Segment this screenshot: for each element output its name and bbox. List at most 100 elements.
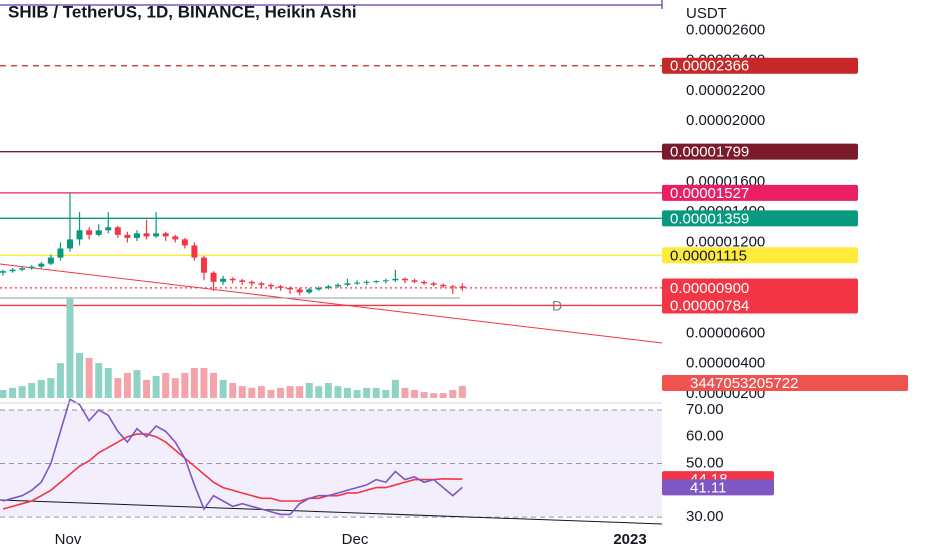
price-tag	[662, 297, 858, 314]
volume-bar	[344, 387, 352, 398]
volume-bar	[181, 372, 189, 398]
volume-bar	[449, 389, 457, 398]
candle-body	[114, 227, 121, 235]
rsi-line	[2, 398, 463, 516]
trendline	[0, 263, 663, 344]
candle-body	[220, 278, 227, 282]
candle-body	[133, 233, 140, 238]
volume-bar	[66, 297, 74, 398]
candle-body	[38, 263, 45, 267]
volume-bar	[47, 378, 55, 398]
volume-bar	[85, 357, 93, 398]
price-tag-label: 0.00001799	[670, 144, 749, 161]
volume-bar	[18, 386, 26, 398]
candle-body	[258, 283, 265, 285]
candle-body	[248, 281, 255, 284]
y-tick-label: 0.00002600	[686, 21, 765, 38]
price-tag-label: 0.00001115	[670, 247, 747, 264]
volume-bar	[200, 368, 208, 398]
candle-body	[296, 289, 303, 293]
volume-bar	[190, 368, 198, 398]
volume-bar	[162, 372, 170, 398]
volume-bar	[411, 389, 419, 398]
candle-body	[325, 286, 332, 288]
price-tag	[662, 210, 858, 227]
currency-label: USDT	[686, 5, 727, 22]
y-tick-label: 0.00002000	[686, 112, 765, 129]
candle-body	[162, 233, 169, 237]
volume-bar	[324, 383, 332, 398]
volume-bar	[353, 389, 361, 398]
price-tag-label: 0.00001527	[670, 185, 749, 202]
volume-bar	[439, 393, 447, 398]
candle-body	[181, 239, 188, 246]
candle-body	[277, 286, 284, 288]
candle-body	[200, 257, 207, 273]
candle-body	[191, 245, 198, 258]
volume-bar	[401, 387, 409, 398]
volume-bar	[257, 386, 265, 398]
candle-body	[19, 268, 26, 270]
volume-bar	[152, 376, 160, 398]
volume-bar	[430, 393, 438, 398]
x-tick-label: 2023	[613, 531, 646, 548]
volume-bar	[315, 386, 323, 398]
candle-body	[363, 281, 370, 283]
candle-body	[421, 281, 428, 284]
volume-bar	[277, 387, 285, 398]
volume-bar	[458, 385, 466, 398]
chart-pane: D	[0, 65, 663, 525]
volume-bar	[363, 387, 371, 398]
volume-bar	[104, 368, 112, 398]
volume-bar	[171, 378, 179, 398]
volume-bar	[248, 387, 256, 398]
candle-body	[287, 287, 294, 290]
candle-body	[440, 284, 447, 287]
volume-bar	[133, 370, 141, 398]
candle-body	[86, 230, 93, 235]
candle-body	[95, 230, 102, 235]
volume-bar	[219, 379, 227, 398]
candle-body	[9, 269, 16, 272]
chart-title: SHIB / TetherUS, 1D, BINANCE, Heikin Ash…	[8, 2, 357, 21]
y-tick-label: 0.00001200	[686, 233, 765, 250]
volume-bar	[286, 386, 294, 398]
candle-body	[66, 239, 73, 249]
candle-body	[267, 284, 274, 287]
volume-bar	[296, 386, 304, 398]
volume-bar	[372, 387, 380, 398]
candle-body	[143, 233, 150, 237]
volume-tag	[662, 375, 908, 391]
candle-body	[354, 282, 361, 284]
candle-body	[172, 236, 179, 240]
volume-bar	[0, 389, 7, 398]
price-tag-label: 0.00002366	[670, 58, 749, 75]
price-tag-label: 0.00000784	[670, 297, 749, 314]
volume-tag-label: 3447053205722	[690, 375, 798, 392]
price-tag	[662, 184, 858, 201]
candle-body	[210, 272, 217, 282]
volume-bar	[114, 378, 122, 398]
candle-body	[0, 271, 6, 273]
candle-body	[411, 280, 418, 282]
candle-body	[57, 248, 64, 258]
candle-body	[459, 286, 466, 288]
volume-bar	[37, 379, 45, 398]
rsi-tick-label: 70.00	[686, 401, 724, 418]
candle-body	[239, 280, 246, 282]
price-tag	[662, 57, 858, 74]
candle-body	[392, 278, 399, 281]
rsi-tag	[662, 479, 774, 496]
volume-bar	[56, 363, 64, 398]
volume-bar	[420, 392, 428, 398]
volume-bar	[76, 353, 84, 398]
volume-bar	[238, 386, 246, 398]
volume-bar	[382, 389, 390, 398]
candle-body	[124, 234, 131, 238]
y-tick-label: 0.00000600	[686, 324, 765, 341]
candle-body	[430, 283, 437, 285]
y-tick-label: 0.00002200	[686, 82, 765, 99]
rsi-tick-label: 30.00	[686, 508, 724, 525]
candle-body	[153, 233, 160, 237]
